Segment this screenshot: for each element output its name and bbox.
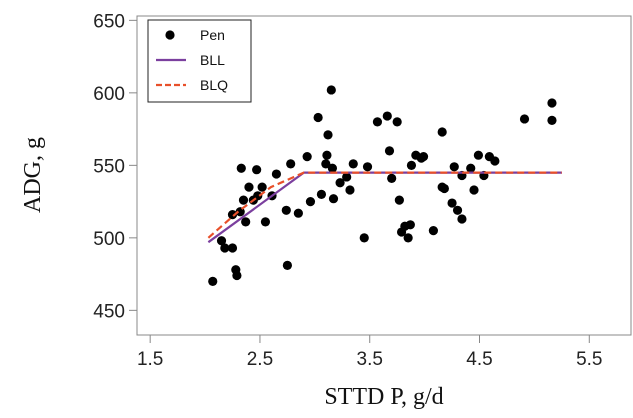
point	[348, 159, 358, 169]
point	[449, 162, 459, 172]
x-tick-label: 5.5	[576, 349, 602, 370]
point	[372, 117, 383, 127]
y-tick-label: 650	[93, 11, 125, 32]
point	[384, 146, 395, 156]
point	[322, 150, 332, 160]
point	[220, 243, 230, 253]
y-tick-label: 450	[93, 301, 125, 322]
point	[271, 169, 282, 179]
point	[236, 163, 246, 173]
point	[469, 185, 479, 195]
point	[252, 165, 262, 175]
point	[345, 185, 355, 195]
point	[321, 159, 331, 169]
legend-symbol	[165, 30, 175, 40]
y-tick-label: 550	[93, 156, 125, 177]
x-tick-label: 1.5	[137, 349, 163, 370]
point	[282, 260, 292, 270]
point	[232, 270, 242, 281]
point	[208, 276, 218, 286]
point	[406, 160, 417, 170]
point	[244, 182, 254, 192]
y-tick-label: 600	[93, 84, 125, 105]
point	[216, 236, 227, 246]
point	[359, 233, 369, 243]
y-tick-label: 500	[93, 229, 125, 250]
point	[439, 183, 449, 194]
point	[547, 115, 557, 125]
legend-label: BLQ	[200, 77, 228, 93]
point	[394, 195, 404, 205]
point	[257, 182, 267, 192]
x-axis-label: STTD P, g/d	[324, 384, 443, 410]
point	[316, 189, 327, 199]
point	[323, 130, 333, 140]
point	[392, 117, 402, 127]
fit-line	[207, 171, 562, 239]
point	[327, 163, 338, 173]
point	[382, 111, 392, 121]
point	[328, 194, 339, 204]
point	[313, 112, 323, 123]
point	[452, 205, 463, 215]
point	[403, 233, 413, 243]
point	[227, 243, 238, 253]
point	[519, 114, 530, 124]
point	[428, 226, 438, 236]
point	[362, 162, 373, 172]
point	[238, 195, 249, 205]
point	[281, 205, 291, 215]
point	[260, 217, 271, 227]
point	[326, 85, 336, 95]
point	[302, 152, 312, 162]
point	[437, 127, 447, 137]
plot-frame	[136, 15, 632, 336]
point	[457, 214, 467, 224]
point	[466, 163, 476, 173]
y-axis-label: ADG, g	[20, 137, 46, 213]
point	[286, 159, 296, 169]
x-tick-label: 4.5	[466, 349, 492, 370]
point	[335, 178, 345, 188]
point	[387, 173, 397, 183]
point	[305, 197, 316, 207]
point	[241, 217, 251, 227]
legend-label: BLL	[200, 52, 225, 68]
point	[227, 210, 238, 220]
point	[405, 220, 415, 230]
point	[293, 208, 303, 218]
point	[473, 150, 484, 160]
x-tick-label: 3.5	[357, 349, 383, 370]
legend-label: Pen	[200, 27, 225, 43]
x-tick-label: 2.5	[247, 349, 273, 370]
point	[490, 156, 500, 166]
point	[342, 172, 352, 182]
point	[447, 198, 457, 208]
point	[547, 98, 557, 108]
point	[418, 152, 429, 162]
